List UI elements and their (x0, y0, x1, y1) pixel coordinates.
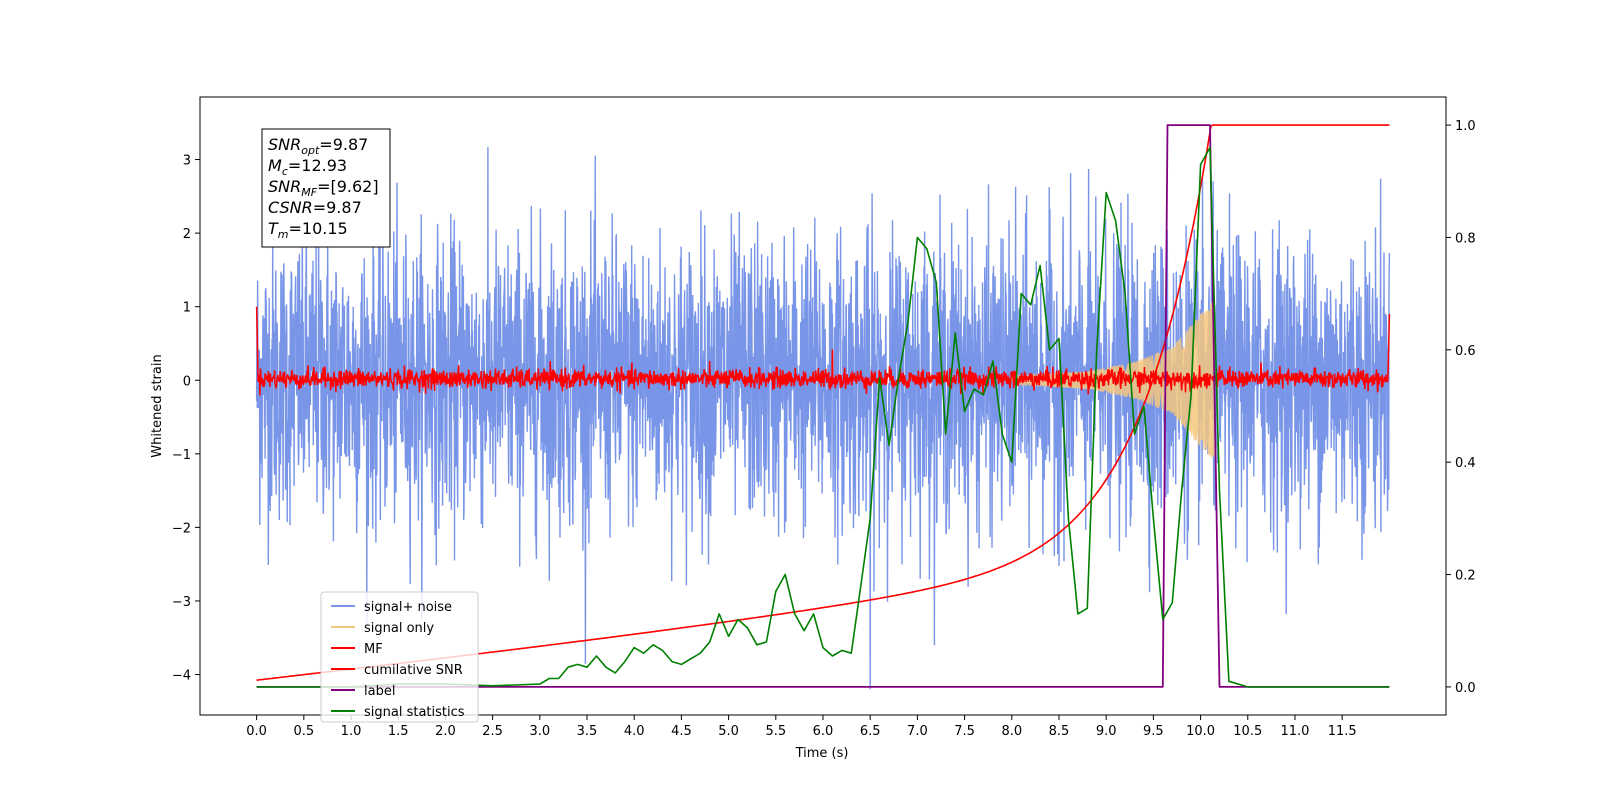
x-tick-label-11: 5.5 (765, 724, 786, 739)
x-tick-label-1: 0.5 (293, 724, 314, 739)
y-left-tick-label-3: 0 (183, 374, 191, 389)
y-left-tick-label-7: −4 (172, 669, 191, 684)
x-tick-label-23: 11.5 (1328, 724, 1357, 739)
x-tick-label-3: 1.5 (388, 724, 409, 739)
legend-label-0: signal+ noise (364, 600, 452, 615)
y-left-tick-label-4: −1 (172, 448, 191, 463)
info-line-4: Tm=10.15 (268, 219, 348, 241)
x-tick-label-6: 3.0 (529, 724, 550, 739)
x-tick-label-15: 7.5 (954, 724, 975, 739)
y-right-tick-label-1: 0.8 (1455, 231, 1476, 246)
x-tick-label-5: 2.5 (482, 724, 503, 739)
x-tick-label-8: 4.0 (624, 724, 645, 739)
y-left-tick-label-2: 1 (183, 301, 191, 316)
x-tick-label-7: 3.5 (577, 724, 598, 739)
x-tick-label-12: 6.0 (813, 724, 834, 739)
y-right-tick-label-3: 0.4 (1455, 456, 1476, 471)
x-tick-label-21: 10.5 (1233, 724, 1262, 739)
info-box: SNRopt=9.87Mc=12.93SNRMF=[9.62]CSNR=9.87… (261, 128, 391, 248)
y-left-tick-label-0: 3 (183, 154, 191, 169)
legend-label-2: MF (364, 642, 383, 657)
x-tick-label-18: 9.0 (1096, 724, 1117, 739)
info-line-0: SNRopt=9.87 (268, 135, 368, 157)
x-tick-label-22: 11.0 (1280, 724, 1309, 739)
x-tick-label-20: 10.0 (1186, 724, 1215, 739)
x-tick-label-10: 5.0 (718, 724, 739, 739)
x-tick-label-9: 4.5 (671, 724, 692, 739)
info-line-2: SNRMF=[9.62] (268, 177, 379, 199)
x-axis-ticks: 0.0 0.5 1.0 1.5 2.0 2.5 3.0 3.5 4.0 4.5 5.0 5.5 6.0 6… (246, 715, 1357, 739)
y-right-tick-label-2: 0.6 (1455, 344, 1476, 359)
legend-frame (320, 591, 479, 723)
x-tick-label-2: 1.0 (341, 724, 362, 739)
y-left-tick-label-6: −3 (172, 595, 191, 610)
y-right-tick-label-0: 1.0 (1455, 119, 1476, 134)
y-right-tick-label-4: 0.2 (1455, 569, 1476, 584)
x-tick-label-19: 9.5 (1143, 724, 1164, 739)
legend-label-4: label (364, 684, 395, 699)
legend-label-3: cumilative SNR (364, 663, 463, 678)
legend-label-5: signal statistics (364, 705, 465, 720)
y-left-tick-label-5: −2 (172, 521, 191, 536)
x-tick-label-4: 2.0 (435, 724, 456, 739)
x-tick-label-14: 7.0 (907, 724, 928, 739)
x-tick-label-13: 6.5 (860, 724, 881, 739)
info-line-3: CSNR=9.87 (268, 198, 362, 217)
y-right-tick-label-5: 0.0 (1455, 681, 1476, 696)
x-tick-label-17: 8.5 (1049, 724, 1070, 739)
legend: signal+ noise signal only MF cumilative SNR… (320, 591, 479, 723)
y-axis-right-ticks: 1.0 0.8 0.6 0.4 0.2 0.0 (1446, 119, 1476, 696)
legend-label-1: signal only (364, 621, 434, 636)
y-axis-label: Whitened strain (150, 354, 165, 457)
y-axis-left-ticks: 3 2 1 0 −1 −2 −3 −4 (172, 154, 200, 684)
x-axis-label: Time (s) (795, 746, 849, 761)
x-tick-label-0: 0.0 (246, 724, 267, 739)
info-box-frame (261, 128, 391, 248)
info-line-1: Mc=12.93 (268, 156, 347, 178)
series-mf (255, 306, 1391, 396)
series-signal-statistics (256, 146, 1390, 688)
y-left-tick-label-1: 2 (183, 227, 191, 242)
x-tick-label-16: 8.0 (1001, 724, 1022, 739)
